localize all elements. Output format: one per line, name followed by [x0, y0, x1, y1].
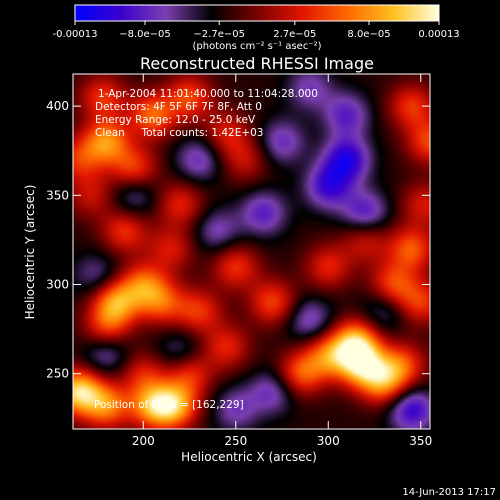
y-tick-label: 250 [46, 367, 69, 381]
annotation-time-range: 1-Apr-2004 11:01:40.000 to 11:04:28.000 [98, 88, 318, 100]
annotation-detectors: Detectors: 4F 5F 6F 7F 8F, Att 0 [95, 101, 262, 113]
y-axis-label: Heliocentric Y (arcsec) [23, 185, 37, 320]
x-axis-ticks: 200 250 300 350 [132, 74, 432, 448]
colorbar-tick-label: 2.7e−05 [273, 29, 316, 40]
chart-title: Reconstructed RHESSI Image [140, 54, 374, 73]
colorbar-tick-label: −8.0e−05 [119, 29, 171, 40]
annotation-peak-position: Position of Peak = [162,229] [94, 399, 244, 411]
colorbar-tick-label: −2.7e−05 [193, 29, 245, 40]
colorbar-tick-label: 8.0e−05 [347, 29, 390, 40]
x-tick-label: 250 [224, 434, 247, 448]
colorbar: -0.00013 −8.0e−05 −2.7e−05 2.7e−05 8.0e−05 0.… [53, 4, 460, 52]
heatmap-image [73, 74, 430, 429]
x-tick-label: 350 [409, 434, 432, 448]
annotation-clean-counts: Clean Total counts: 1.42E+03 [95, 127, 264, 139]
x-tick-label: 200 [132, 434, 155, 448]
annotation-energy-range: Energy Range: 12.0 - 25.0 keV [95, 114, 256, 126]
colorbar-gradient [74, 4, 440, 22]
y-axis-ticks: 250 300 350 400 [46, 99, 430, 381]
colorbar-tick-label: 0.00013 [418, 29, 459, 40]
y-tick-label: 300 [46, 278, 69, 292]
colorbar-tick-label: -0.00013 [53, 29, 98, 40]
plot-frame [72, 73, 431, 430]
colorbar-ticks: -0.00013 −8.0e−05 −2.7e−05 2.7e−05 8.0e−05 0.… [53, 21, 460, 40]
y-tick-label: 400 [46, 99, 69, 113]
plot-area: 200 250 300 350 250 300 350 400 1-Apr-2004 11:… [46, 73, 432, 448]
x-tick-label: 300 [317, 434, 340, 448]
footer-date: 14-Jun-2013 17:17 [402, 487, 496, 498]
colorbar-unit-label: (photons cm⁻² s⁻¹ asec⁻²) [192, 41, 321, 52]
y-tick-label: 350 [46, 188, 69, 202]
x-axis-label: Heliocentric X (arcsec) [181, 450, 317, 464]
